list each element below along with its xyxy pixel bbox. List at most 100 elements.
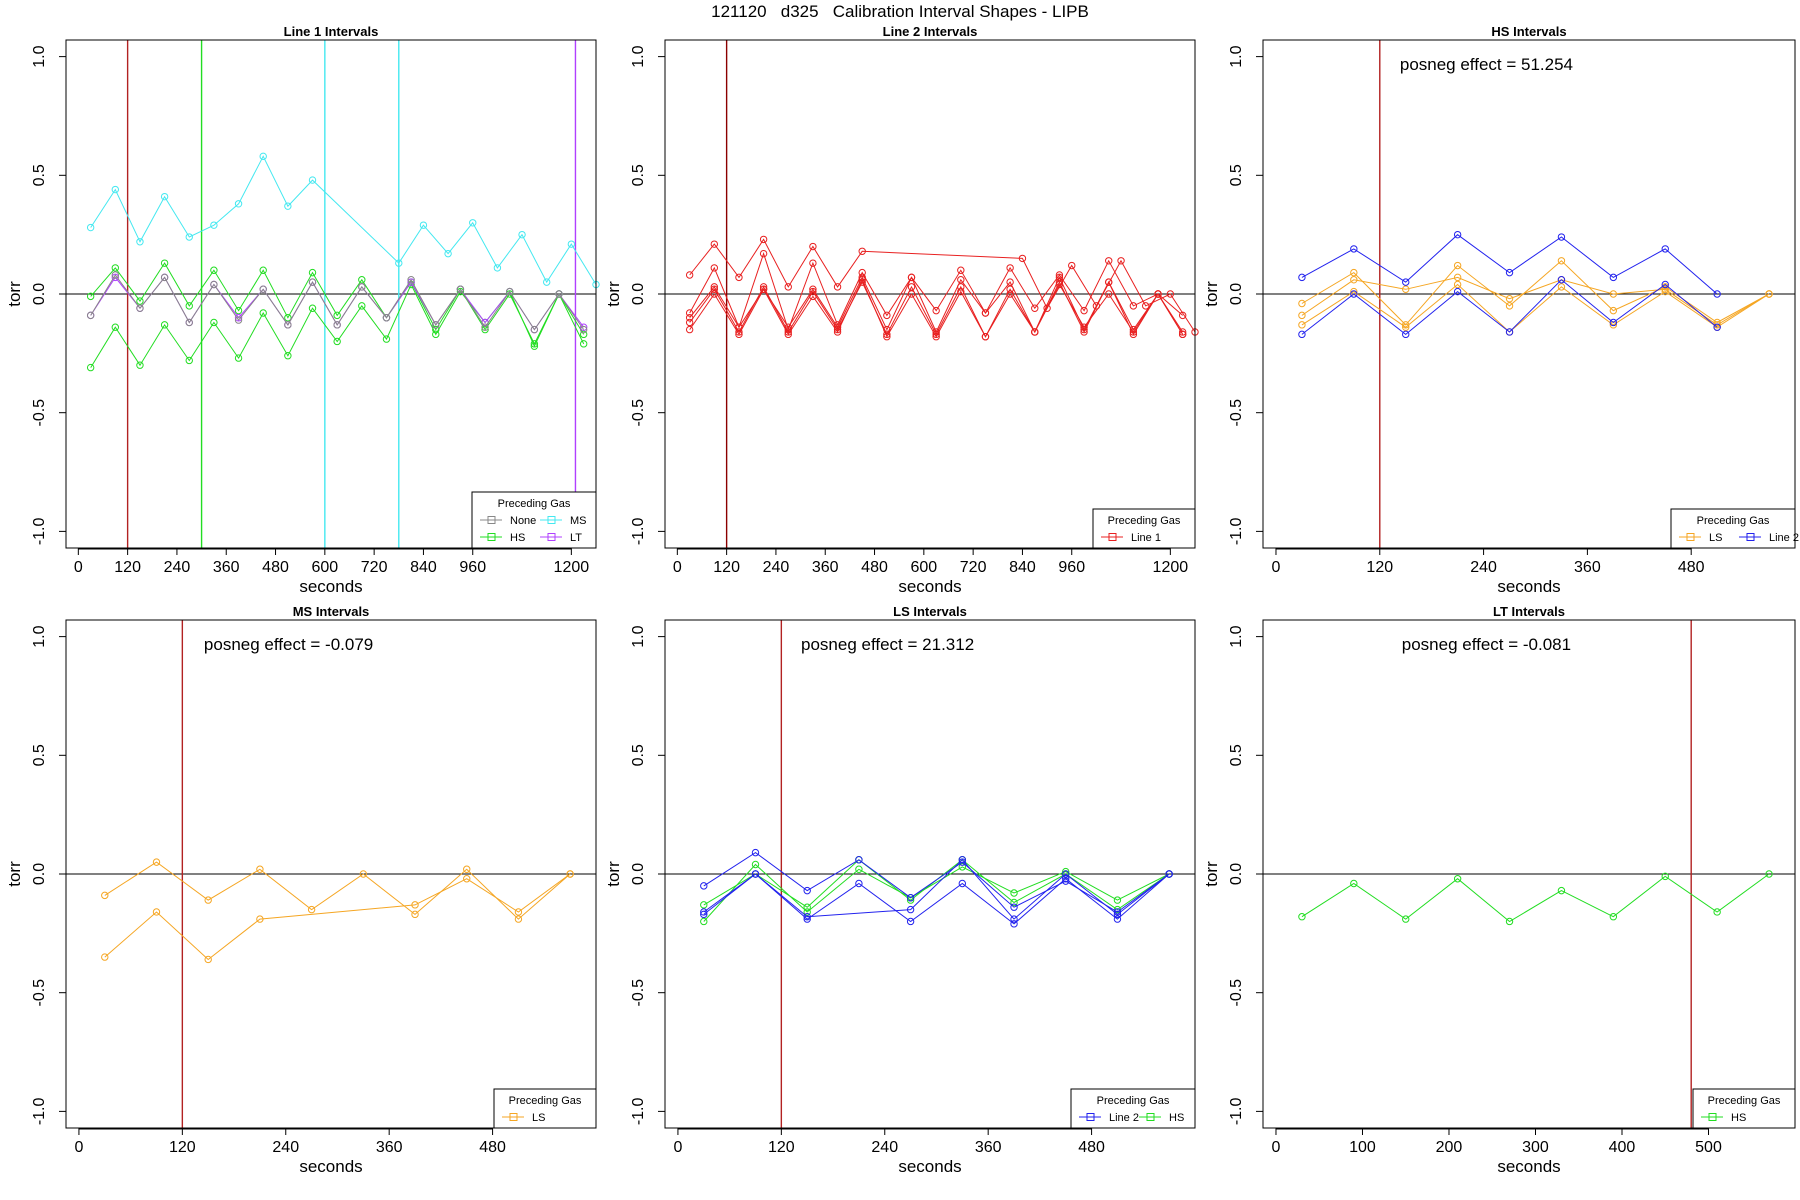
y-tick-label: 0.0: [630, 863, 647, 885]
x-tick-label: 120: [1366, 559, 1393, 576]
y-tick-label: -0.5: [31, 399, 48, 427]
x-tick-label: 840: [410, 559, 437, 576]
data-point: [710, 285, 719, 293]
data-point: [710, 264, 719, 272]
data-point: [1010, 903, 1018, 911]
x-tick-label: 480: [1078, 1139, 1105, 1156]
data-point: [210, 266, 218, 274]
data-point: [1178, 328, 1187, 336]
data-point: [1402, 323, 1410, 331]
x-axis-title: seconds: [898, 577, 961, 596]
data-point: [1350, 290, 1358, 298]
data-point: [1350, 879, 1358, 888]
data-point: [1402, 285, 1410, 293]
legend-swatch-marker: [487, 516, 496, 524]
data-point: [1062, 870, 1070, 878]
data-point: [1350, 268, 1358, 277]
data-point: [333, 337, 341, 346]
data-point: [809, 242, 817, 251]
x-tick-label: 360: [1574, 559, 1601, 576]
data-point: [432, 321, 440, 329]
legend-swatch-marker: [1686, 533, 1695, 541]
data-point: [234, 200, 243, 208]
data-point: [463, 865, 471, 873]
legend-entry-label: LT: [570, 532, 582, 544]
data-point: [1713, 290, 1721, 298]
data-point: [382, 335, 391, 343]
data-point: [518, 230, 526, 239]
y-tick-label: 0.0: [31, 863, 48, 885]
x-tick-label: 360: [975, 1139, 1002, 1156]
x-tick-label: 480: [262, 559, 289, 576]
data-point: [395, 259, 403, 267]
y-tick-label: 1.0: [630, 45, 647, 67]
legend-entry-label: LS: [1709, 532, 1722, 544]
data-point: [1080, 323, 1088, 331]
data-point: [1609, 290, 1618, 298]
data-point: [759, 249, 768, 258]
y-tick-label: 0.5: [1228, 164, 1245, 186]
x-tick-label: 600: [311, 559, 338, 576]
x-tick-label: 480: [479, 1139, 506, 1156]
legend-swatch-marker: [547, 516, 556, 524]
series-line: [104, 861, 571, 920]
x-tick-label: 0: [74, 559, 83, 576]
x-axis-title: seconds: [1497, 1157, 1560, 1176]
data-point: [160, 192, 169, 201]
data-point: [751, 848, 760, 857]
data-point: [259, 152, 267, 161]
data-point: [1062, 867, 1070, 876]
data-point: [530, 325, 539, 334]
data-point: [86, 223, 95, 232]
legend-box: [1092, 508, 1196, 549]
data-point: [957, 276, 965, 284]
data-point: [858, 268, 866, 277]
posneg-annotation: posneg effect = -0.081: [1402, 635, 1571, 654]
x-tick-label: 120: [768, 1139, 795, 1156]
data-point: [1661, 287, 1669, 296]
data-point: [579, 323, 588, 331]
y-tick-label: -1.0: [630, 1098, 647, 1126]
data-point: [1298, 321, 1306, 329]
data-point: [1010, 915, 1018, 923]
y-tick-label: 0.0: [630, 283, 647, 305]
data-point: [1006, 278, 1014, 286]
panel-title: Line 1 Intervals: [284, 24, 379, 39]
data-point: [1010, 920, 1018, 928]
data-point: [1557, 886, 1566, 895]
data-point: [210, 280, 218, 289]
panel-title: LT Intervals: [1493, 604, 1565, 619]
legend-title: Preceding Gas: [509, 1095, 582, 1107]
data-point: [1557, 233, 1566, 241]
data-point: [514, 908, 523, 916]
y-tick-label: 0.0: [1228, 283, 1245, 305]
series-line: [703, 851, 1170, 913]
data-point: [907, 283, 916, 291]
data-point: [444, 249, 452, 258]
y-tick-label: 1.0: [31, 45, 48, 67]
data-point: [136, 361, 144, 369]
data-point: [1505, 917, 1514, 926]
series-line: [1301, 279, 1718, 336]
data-point: [1453, 230, 1462, 239]
data-point: [803, 886, 811, 895]
data-point: [981, 309, 990, 317]
data-point: [234, 314, 243, 322]
data-point: [958, 863, 967, 871]
data-point: [185, 302, 193, 310]
data-point: [710, 240, 719, 248]
x-tick-label: 240: [763, 559, 790, 576]
data-point: [1609, 913, 1618, 921]
data-point: [1609, 273, 1618, 282]
x-tick-label: 240: [272, 1139, 299, 1156]
legend-swatch-marker: [509, 1113, 518, 1121]
data-point: [907, 273, 916, 282]
data-point: [1453, 261, 1462, 270]
data-point: [1505, 328, 1514, 336]
data-point: [1080, 328, 1088, 336]
data-point: [514, 915, 523, 923]
data-point: [1505, 302, 1514, 310]
data-point: [710, 290, 719, 298]
series-line: [90, 274, 585, 331]
data-point: [958, 858, 967, 866]
